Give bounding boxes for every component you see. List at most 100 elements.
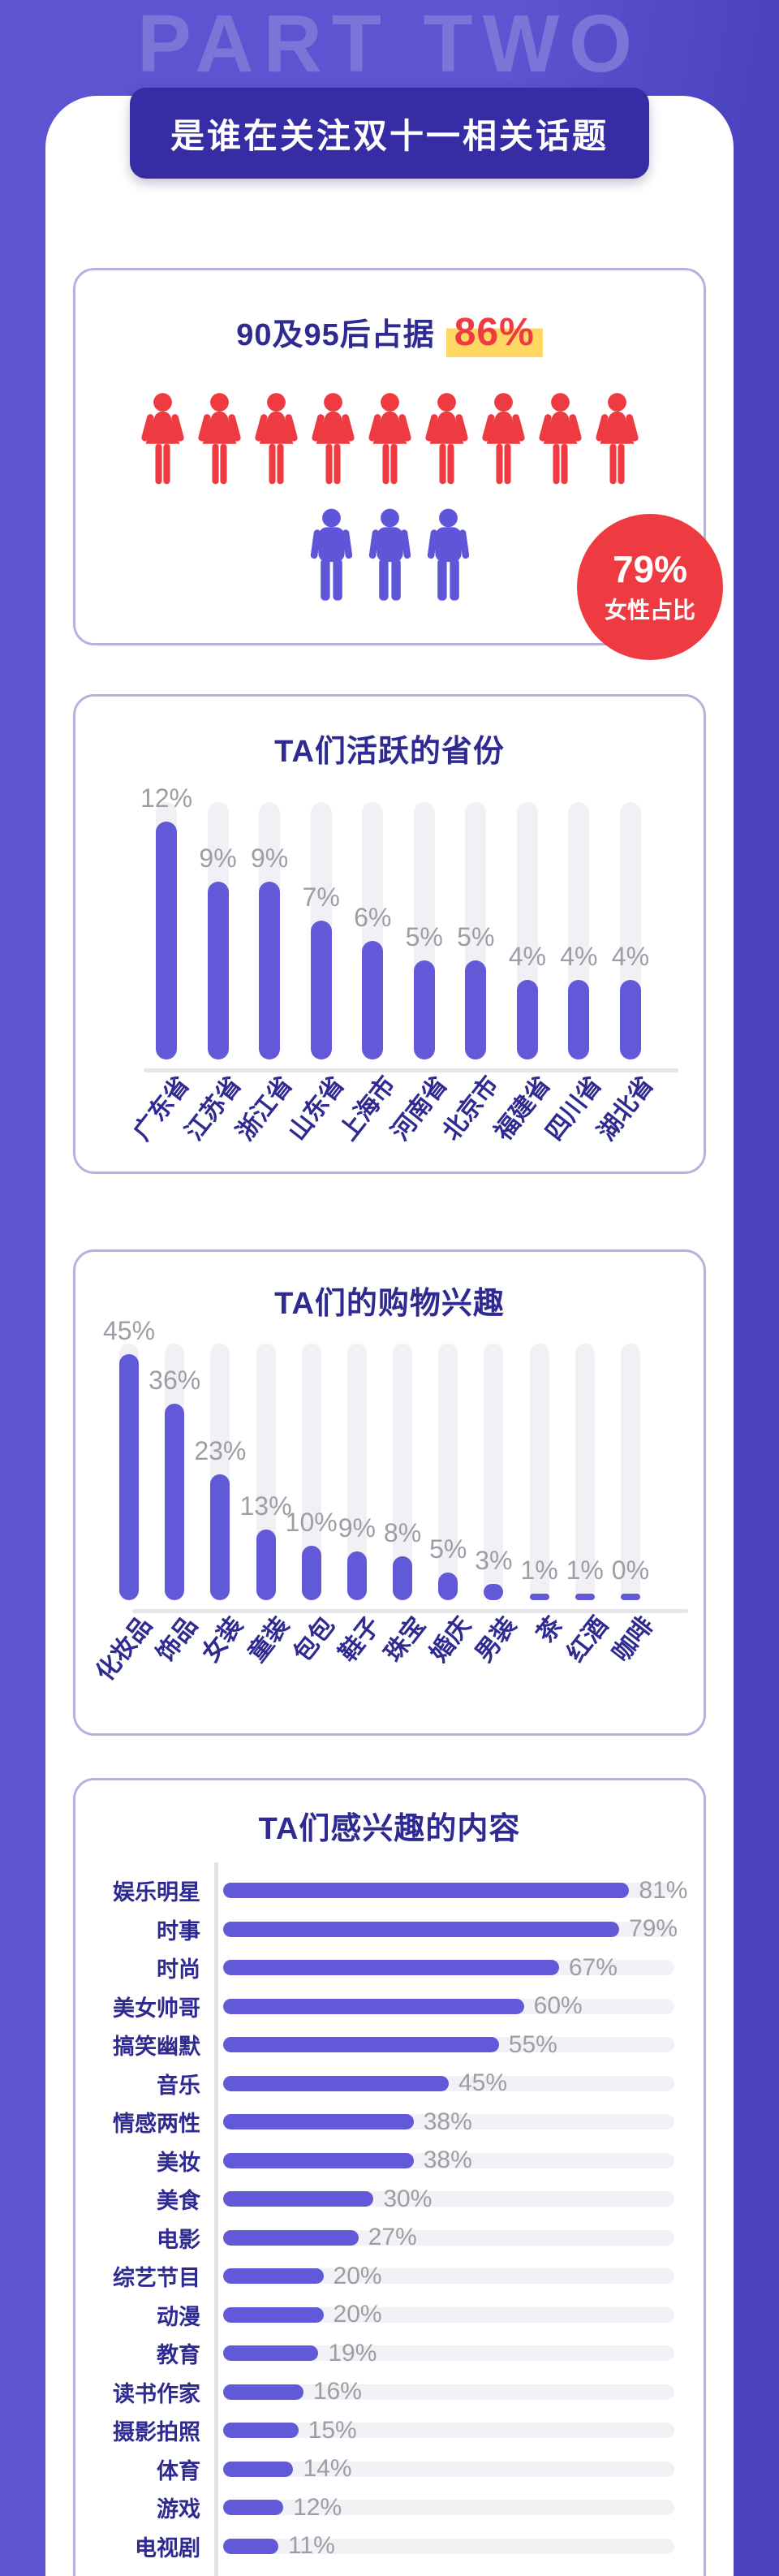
hbar [223,1921,620,1937]
hbar-category-label: 教育 [157,2343,200,2368]
part-label: PART TWO [137,0,642,89]
bar [438,1573,458,1600]
bar-value-label: 0% [611,1556,650,1586]
hbar-value-label: 14% [303,2455,352,2483]
bar [259,881,281,1059]
hbar-track [223,2538,674,2554]
hbar-track-area: 16% [223,2378,674,2405]
female-ratio-badge: 79% 女性占比 [577,514,723,660]
bar-value-label: 13% [239,1491,292,1521]
bar-column: 13% 童装 [239,1344,294,1667]
bar-value-label: 8% [383,1518,422,1548]
bar-value-label: 12% [140,783,193,813]
hbar-track [223,2461,674,2477]
hbar [223,2423,299,2439]
hbar-category-label: 音乐 [157,2073,200,2098]
badge-value: 79% [612,547,688,590]
bar-value-label: 6% [354,902,392,932]
bar-column: 3% 男装 [471,1344,522,1667]
hbar-value-label: 27% [368,2224,417,2251]
hbar-track-area: 60% [223,1992,674,2019]
hbar-row: 时事 79% [75,1910,678,1949]
bar-category-label: 男装 [471,1612,523,1668]
bar [484,1583,504,1600]
female-icon [595,393,639,485]
hbar-category-label: 美食 [157,2189,200,2214]
bar-track [529,1344,549,1600]
bar-column: 5% 河南省 [386,802,453,1146]
bar-value-label: 4% [611,942,650,972]
bar [210,1474,230,1600]
bar-category-label: 童装 [243,1612,295,1668]
hbar-row: 电影 27% [75,2219,674,2258]
bar-column: 5% 婚庆 [425,1344,476,1667]
female-icon [140,393,184,485]
hbar-track [223,2268,674,2285]
hbar-value-label: 16% [312,2378,362,2406]
bar-value-label: 4% [560,942,598,972]
bar-category-label: 红酒 [562,1612,613,1668]
bar-column: 10% 包包 [286,1344,340,1667]
bar-category-label: 广东省 [128,1071,195,1146]
bar-value-label: 5% [429,1534,467,1564]
content-chart: 娱乐明星 81% 时事 79% 时尚 67% 美女帅哥 60% 搞笑幽默 55% 音乐 45% 情感两性… [75,1871,687,2565]
male-icon [427,508,469,601]
hbar-row: 美女帅哥 60% [75,1987,674,2026]
hbar-track-area: 15% [223,2417,674,2444]
hbar-value-label: 55% [508,2030,557,2058]
hbar [223,2229,359,2246]
bar-category-label: 咖啡 [607,1612,659,1668]
hbar [223,2191,374,2207]
hbar [223,2538,278,2554]
bar [301,1545,321,1600]
hbar [223,1960,559,1976]
hbar-track-area: 20% [223,2301,674,2328]
bar-value-label: 5% [405,922,443,952]
hbar-category-label: 游戏 [157,2497,200,2522]
male-icons-row [75,506,704,607]
bar [346,1551,367,1600]
bar-value-label: 3% [475,1545,513,1575]
hbar-value-label: 45% [458,2069,508,2097]
provinces-chart-title: TA们活跃的省份 [274,735,505,769]
hbar [223,1998,524,2014]
hbar-track-area: 27% [223,2224,674,2250]
hbar-category-label: 娱乐明星 [113,1880,200,1905]
bar-column: 0% 咖啡 [608,1344,659,1667]
content-container: 90及95后占据 86% 79% 女性占比 TA们活跃的省份 12% 广东省 9% 江苏… [45,96,734,2576]
bar-column: 45% 化妆品 [91,1316,157,1686]
badge-label: 女性占比 [604,598,695,624]
hbar-track-area: 14% [223,2455,674,2482]
x-axis-baseline [132,1609,688,1613]
bar-category-label: 福建省 [489,1071,556,1146]
hbar-value-label: 79% [629,1915,678,1943]
female-icon [311,393,355,485]
hbar-track-area: 20% [223,2263,674,2289]
hbar-value-label: 15% [308,2416,357,2444]
bar-category-label: 江苏省 [180,1071,247,1146]
bar-column: 7% 山东省 [283,802,350,1146]
bar-column: 1% 茶 [520,1344,567,1648]
bar-category-label: 鞋子 [334,1612,385,1668]
bar [119,1354,139,1600]
hbar-track-area: 38% [223,2147,674,2173]
demographics-highlight-value: 86% [445,311,543,357]
bar-category-label: 女装 [197,1612,249,1668]
y-axis-line [214,1862,218,2576]
hbar-row: 美食 30% [75,2180,674,2219]
bar [362,940,384,1059]
hbar-track-area: 11% [223,2532,674,2559]
bar-column: 5% 北京市 [438,802,504,1146]
bar [413,960,435,1059]
hbar-row: 游戏 12% [75,2488,674,2527]
bar-value-label: 10% [285,1507,338,1537]
hbar-track-area: 19% [223,2340,674,2367]
hbar-category-label: 摄影拍照 [113,2420,200,2445]
bar-column: 8% 珠宝 [380,1344,431,1667]
hbar-row: 综艺节目 20% [75,2257,674,2296]
hbar [223,2345,319,2362]
hbar-value-label: 38% [423,2108,472,2135]
hbar-row: 情感两性 38% [75,2103,674,2142]
provinces-chart-card: TA们活跃的省份 12% 广东省 9% 江苏省 9% 浙江省 7% 山东省 6% 上海市 5% 河南省… [73,694,706,1174]
hbar-track-area: 55% [223,2031,674,2058]
